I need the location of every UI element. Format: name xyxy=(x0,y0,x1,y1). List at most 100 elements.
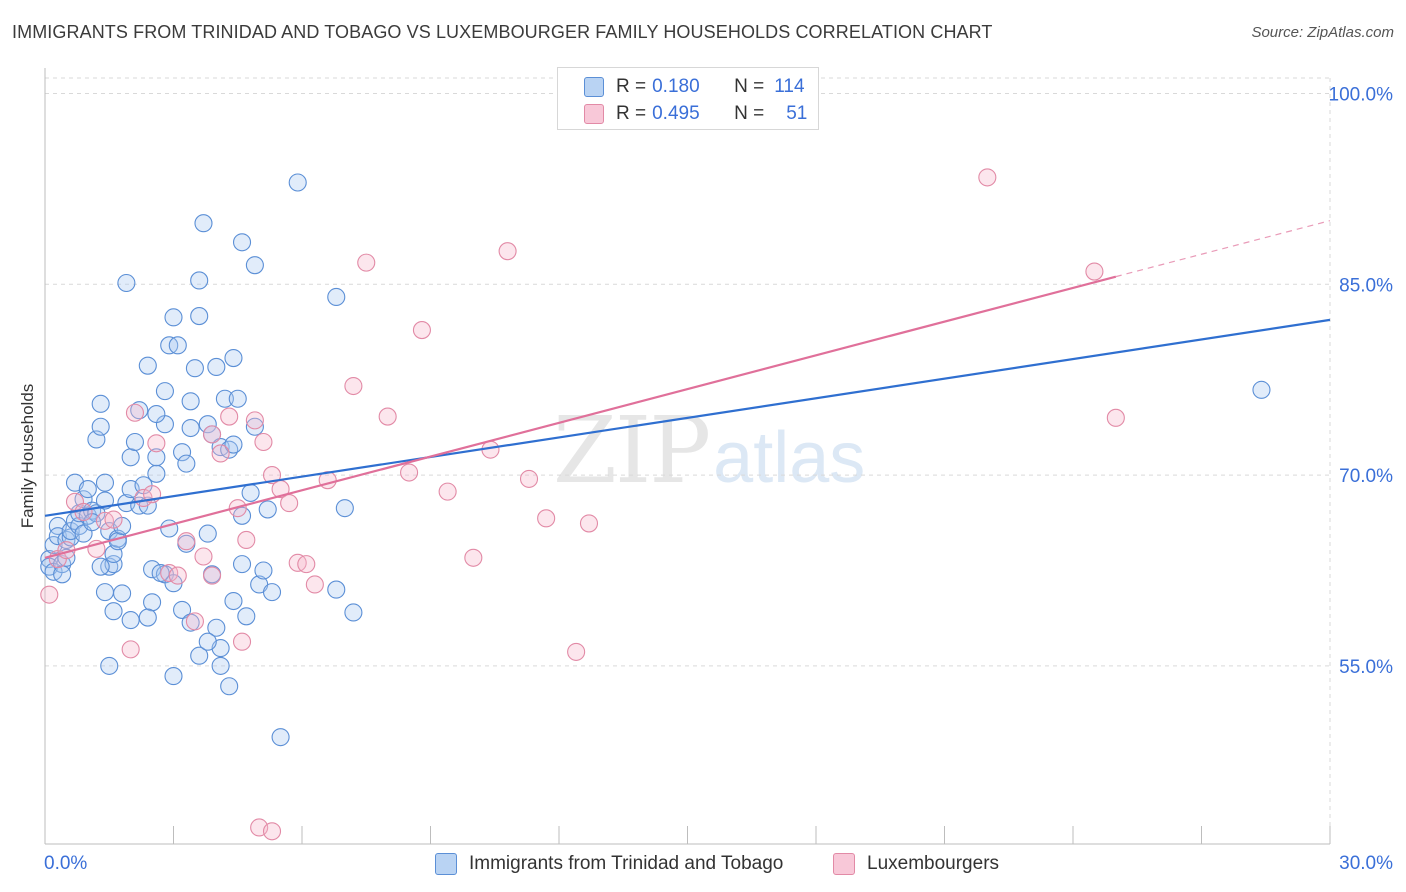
data-point-immigrants xyxy=(190,307,209,326)
data-point-luxembourgers xyxy=(121,640,140,659)
bottom-legend-luxembourgers: Luxembourgers xyxy=(833,852,999,876)
data-point-luxembourgers xyxy=(537,509,556,528)
data-point-immigrants xyxy=(245,417,264,436)
legend-r-value: 0.495 xyxy=(652,103,700,124)
data-point-luxembourgers xyxy=(567,642,586,661)
data-point-immigrants xyxy=(262,583,282,602)
data-point-immigrants xyxy=(138,356,157,375)
data-point-luxembourgers xyxy=(519,469,539,488)
legend-n-value: 114 xyxy=(774,76,805,97)
data-point-immigrants xyxy=(190,271,209,290)
data-point-immigrants xyxy=(344,603,363,622)
data-point-immigrants xyxy=(198,632,217,651)
data-point-immigrants xyxy=(237,607,256,626)
data-point-immigrants xyxy=(173,600,192,619)
y-tick-label: 70.0% xyxy=(1339,466,1393,487)
data-point-luxembourgers xyxy=(203,425,222,444)
data-point-immigrants xyxy=(232,555,252,574)
data-point-immigrants xyxy=(147,404,166,424)
data-point-luxembourgers xyxy=(1085,262,1104,281)
data-point-immigrants xyxy=(95,473,115,492)
y-tick-label: 55.0% xyxy=(1339,657,1393,678)
data-point-immigrants xyxy=(211,656,230,675)
watermark-zip: ZIP xyxy=(553,397,711,504)
data-point-immigrants xyxy=(241,483,260,502)
data-point-immigrants xyxy=(327,287,346,307)
data-point-luxembourgers xyxy=(185,612,204,631)
data-point-luxembourgers xyxy=(245,411,264,430)
data-point-luxembourgers xyxy=(1106,408,1125,427)
watermark-atlas: atlas xyxy=(713,418,866,498)
trend-line-immigrants xyxy=(44,318,1331,517)
data-point-luxembourgers xyxy=(357,253,376,272)
points-layer xyxy=(40,168,1271,841)
data-point-luxembourgers xyxy=(978,168,997,187)
watermark: ZIPatlas xyxy=(553,405,865,497)
data-point-luxembourgers xyxy=(305,575,324,594)
data-point-luxembourgers xyxy=(254,432,273,452)
data-point-immigrants xyxy=(228,389,247,408)
data-point-immigrants xyxy=(168,336,187,355)
data-point-luxembourgers xyxy=(203,566,222,585)
data-point-immigrants xyxy=(121,448,140,467)
data-point-luxembourgers xyxy=(412,321,431,340)
chart-title: IMMIGRANTS FROM TRINIDAD AND TOBAGO VS L… xyxy=(12,22,993,42)
legend-swatch-pink xyxy=(584,104,604,124)
data-point-luxembourgers xyxy=(464,548,483,567)
data-point-luxembourgers xyxy=(211,444,230,463)
data-point-luxembourgers xyxy=(438,482,457,501)
data-point-immigrants xyxy=(198,415,217,434)
correlation-legend: R = 0.180 N = 114 R = 0.495 N = 51 xyxy=(557,67,819,130)
data-point-immigrants xyxy=(224,435,243,454)
data-point-luxembourgers xyxy=(177,532,196,551)
data-point-immigrants xyxy=(91,394,110,413)
legend-swatch-blue xyxy=(584,77,604,97)
data-point-luxembourgers xyxy=(104,510,123,529)
data-point-immigrants xyxy=(245,256,264,275)
data-point-luxembourgers xyxy=(262,822,282,841)
data-point-luxembourgers xyxy=(280,494,299,513)
trend-line-luxembourgers xyxy=(44,275,1117,559)
data-point-immigrants xyxy=(220,677,239,696)
bottom-legend-swatch-blue xyxy=(435,853,457,875)
bottom-legend-label: Luxembourgers xyxy=(867,853,1000,874)
legend-n-label: N = xyxy=(734,76,765,97)
data-point-immigrants xyxy=(91,557,110,576)
data-point-luxembourgers xyxy=(297,555,316,574)
data-point-immigrants xyxy=(177,454,196,473)
data-point-immigrants xyxy=(207,357,226,377)
data-point-immigrants xyxy=(254,561,273,580)
x-tick-label: 30.0% xyxy=(1339,853,1393,874)
data-point-immigrants xyxy=(53,565,72,584)
data-point-immigrants xyxy=(190,646,209,665)
trend-layer xyxy=(44,220,1331,559)
legend-r-value: 0.180 xyxy=(652,76,700,97)
y-tick-label: 85.0% xyxy=(1339,275,1393,296)
bottom-legend-label: Immigrants from Trinidad and Tobago xyxy=(469,853,784,874)
data-point-immigrants xyxy=(147,464,166,483)
data-point-immigrants xyxy=(155,382,174,401)
bottom-legend-immigrants: Immigrants from Trinidad and Tobago xyxy=(435,852,783,876)
grid-layer xyxy=(45,77,1331,844)
data-point-immigrants xyxy=(181,418,200,438)
y-axis-label: Family Households xyxy=(18,383,37,529)
trend-line-luxembourgers-extension xyxy=(1115,220,1331,278)
data-point-immigrants xyxy=(147,448,166,467)
data-point-immigrants xyxy=(173,443,192,462)
data-point-luxembourgers xyxy=(40,585,59,604)
data-point-immigrants xyxy=(232,233,252,252)
data-point-immigrants xyxy=(138,608,157,627)
data-point-immigrants xyxy=(113,584,132,603)
data-point-immigrants xyxy=(271,728,290,747)
legend-row-luxembourgers: R = 0.495 N = 51 xyxy=(584,103,807,125)
data-point-luxembourgers xyxy=(579,514,599,533)
data-point-immigrants xyxy=(95,491,115,510)
data-point-luxembourgers xyxy=(232,632,252,651)
data-point-immigrants xyxy=(91,417,110,436)
data-point-luxembourgers xyxy=(378,407,397,426)
data-point-immigrants xyxy=(104,602,123,621)
data-point-immigrants xyxy=(164,308,183,327)
y-tick-label: 100.0% xyxy=(1329,84,1394,105)
bottom-legend-swatch-pink xyxy=(833,853,855,875)
